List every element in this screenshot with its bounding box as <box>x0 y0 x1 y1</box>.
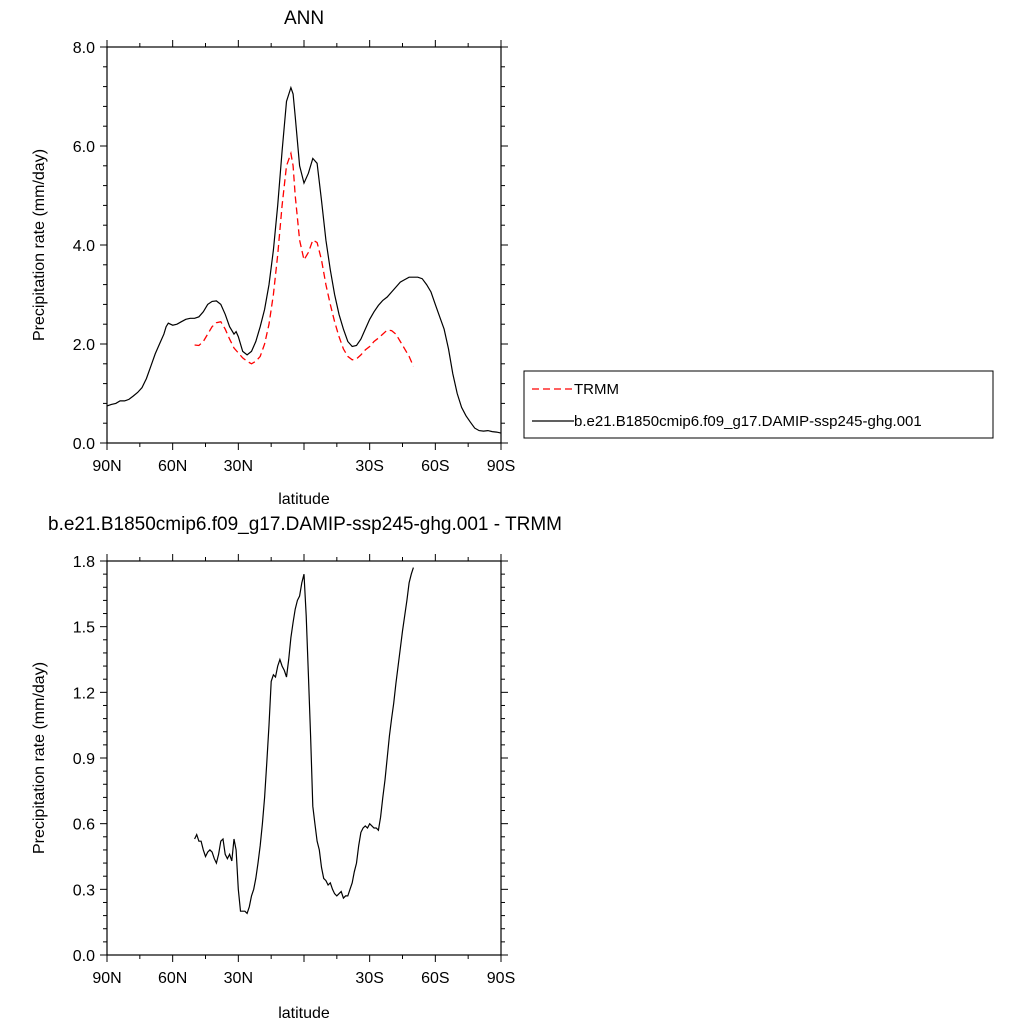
y-tick-label: 0.0 <box>73 948 95 965</box>
x-tick-label: 90N <box>92 970 121 987</box>
x-tick-label: 90S <box>487 970 515 987</box>
top-x-axis-label: latitude <box>278 491 330 508</box>
difference-series-line <box>194 567 414 915</box>
legend-label-trmm: TRMM <box>574 381 619 398</box>
y-tick-label: 0.9 <box>73 751 95 768</box>
y-tick-label: 8.0 <box>73 40 95 57</box>
legend-box <box>523 370 994 439</box>
bottom-y-axis-label: Precipitation rate (mm/day) <box>31 662 48 854</box>
x-tick-label: 60N <box>158 458 187 475</box>
x-tick-label: 60S <box>421 458 449 475</box>
top-panel: ANN Precipitation rate (mm/day) latitude… <box>31 8 515 508</box>
y-tick-label: 0.0 <box>73 436 95 453</box>
plot-frame <box>106 560 502 956</box>
x-tick-label: 90S <box>487 458 515 475</box>
top-y-axis-label: Precipitation rate (mm/day) <box>31 149 48 341</box>
x-tick-label: 30N <box>224 970 253 987</box>
y-tick-label: 0.6 <box>73 817 95 834</box>
y-tick-label: 4.0 <box>73 238 95 255</box>
x-tick-label: 30N <box>224 458 253 475</box>
trmm-series-line <box>194 150 414 367</box>
bottom-chart-title: b.e21.B1850cmip6.f09_g17.DAMIP-ssp245-gh… <box>48 514 562 535</box>
model-series-line <box>106 85 502 434</box>
y-tick-label: 0.3 <box>73 882 95 899</box>
bottom-x-axis-label: latitude <box>278 1005 330 1022</box>
top-chart-title: ANN <box>284 8 324 29</box>
y-tick-label: 6.0 <box>73 139 95 156</box>
x-tick-label: 30S <box>355 458 383 475</box>
x-tick-label: 60S <box>421 970 449 987</box>
legend-label-model: b.e21.B1850cmip6.f09_g17.DAMIP-ssp245-gh… <box>574 413 922 430</box>
y-tick-label: 1.2 <box>73 685 95 702</box>
y-tick-label: 2.0 <box>73 337 95 354</box>
x-tick-label: 60N <box>158 970 187 987</box>
x-tick-label: 30S <box>355 970 383 987</box>
x-tick-label: 90N <box>92 458 121 475</box>
bottom-panel: b.e21.B1850cmip6.f09_g17.DAMIP-ssp245-gh… <box>31 514 562 1022</box>
y-tick-label: 1.5 <box>73 620 95 637</box>
plot-frame <box>106 46 502 444</box>
legend: TRMM b.e21.B1850cmip6.f09_g17.DAMIP-ssp2… <box>523 370 994 439</box>
y-tick-label: 1.8 <box>73 554 95 571</box>
